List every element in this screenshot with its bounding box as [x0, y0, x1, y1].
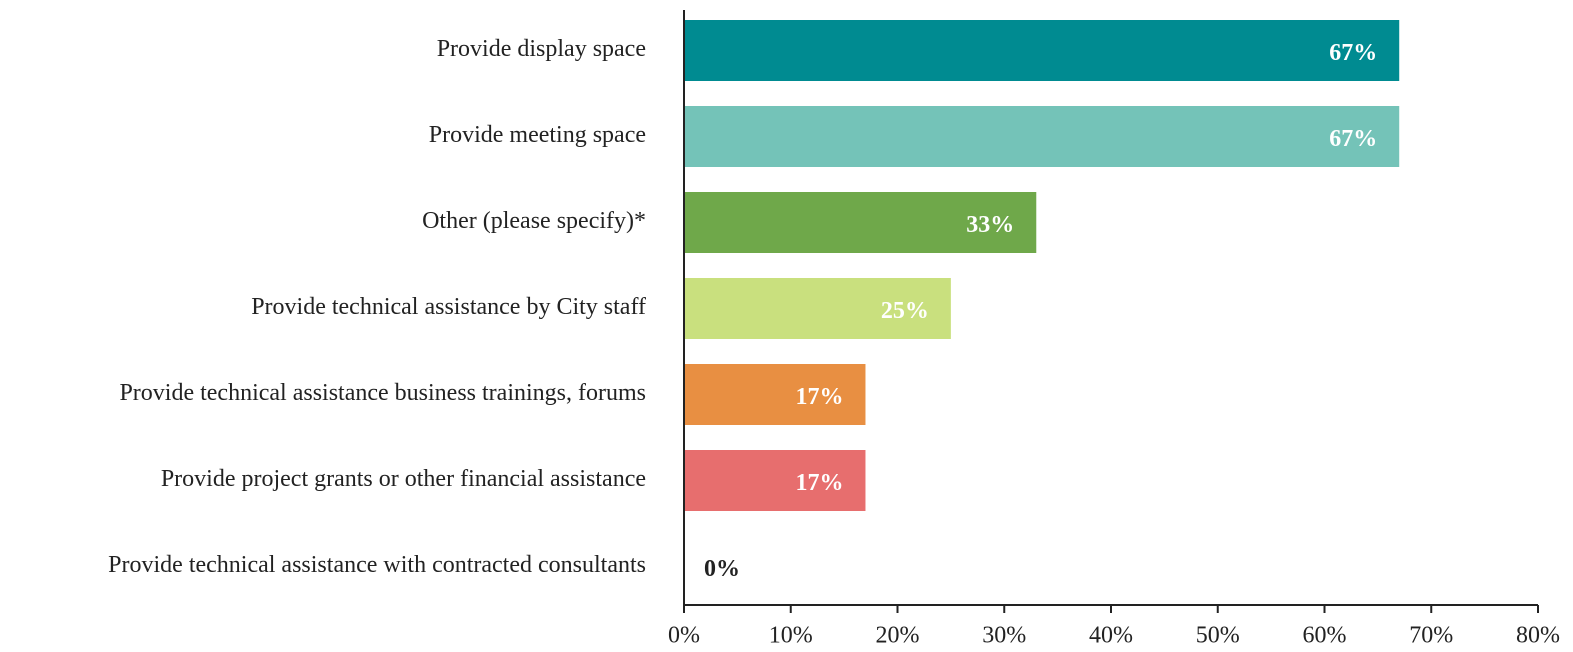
bar [684, 364, 866, 425]
x-tick-label: 70% [1409, 623, 1453, 649]
value-label: 33% [966, 212, 1014, 238]
x-tick-label: 80% [1516, 623, 1560, 649]
category-label: Provide technical assistance business tr… [119, 380, 646, 406]
x-tick-label: 60% [1303, 623, 1347, 649]
category-label: Provide meeting space [429, 122, 646, 148]
value-label: 0% [704, 556, 740, 582]
category-label: Provide technical assistance by City sta… [251, 294, 646, 320]
x-tick-label: 10% [769, 623, 813, 649]
category-label: Provide project grants or other financia… [161, 466, 646, 492]
bar [684, 106, 1400, 167]
bar [684, 278, 951, 339]
category-label: Provide display space [437, 36, 646, 62]
value-label: 67% [1329, 40, 1377, 66]
x-tick-label: 20% [876, 623, 920, 649]
x-tick-label: 40% [1089, 623, 1133, 649]
value-label: 67% [1329, 126, 1377, 152]
bar [684, 192, 1037, 253]
value-label: 17% [795, 384, 843, 410]
value-label: 25% [881, 298, 929, 324]
x-tick-label: 50% [1196, 623, 1240, 649]
category-label: Provide technical assistance with contra… [108, 552, 646, 578]
x-tick-label: 0% [668, 623, 700, 649]
value-label: 17% [795, 470, 843, 496]
bar [684, 20, 1400, 81]
bar [684, 450, 866, 511]
x-tick-label: 30% [982, 623, 1026, 649]
category-label: Other (please specify)* [422, 208, 646, 234]
